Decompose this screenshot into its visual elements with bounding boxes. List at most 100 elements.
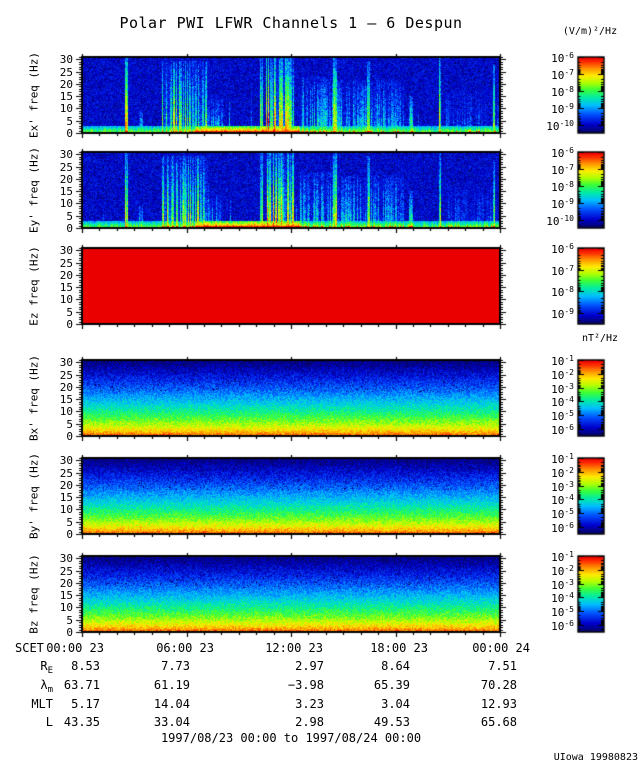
ex-colorbar-exponent: -7 <box>564 67 574 77</box>
ez-colorbar-tick-label: 10-6 <box>551 242 574 256</box>
ez-colorbar-exponent: -8 <box>564 285 574 295</box>
ephemeris-value: 8.64 <box>381 659 410 673</box>
ez-freq-tick-label: 10 <box>59 293 73 307</box>
ez-spectrogram-canvas <box>74 240 508 332</box>
ephemeris-value: 5.17 <box>71 697 100 711</box>
bx-colorbar-tick-label: 10-4 <box>551 395 574 410</box>
bz-freq-tick-label: 30 <box>59 552 73 566</box>
ey-colorbar-exponent: -10 <box>559 213 574 223</box>
ez-colorbar-exponent: -9 <box>564 307 574 317</box>
bx-colorbar-tick-label: 10-1 <box>551 354 574 368</box>
ex-freq-tick-label: 0 <box>66 127 73 140</box>
ex-freq-tick-label: 15 <box>59 90 73 104</box>
ez-y-axis-label: Ez freq (Hz) <box>27 246 41 326</box>
by-freq-tick-label: 15 <box>59 491 73 505</box>
ephemeris-row-label: L <box>45 715 53 729</box>
bx-freq-tick-label: 15 <box>59 393 73 407</box>
ex-freq-tick-label: 10 <box>59 102 73 116</box>
ey-spectrogram-canvas <box>74 144 508 236</box>
by-colorbar-canvas <box>571 451 611 541</box>
by-freq-tick-label: 30 <box>59 454 73 468</box>
ephemeris-value: 8.53 <box>71 659 100 673</box>
ez-freq-tick-label: 0 <box>66 318 73 331</box>
ey-colorbar-tick-label: 10-6 <box>551 146 574 160</box>
ey-freq-tick-label: 20 <box>59 172 73 186</box>
ez-freq-tick-label: 15 <box>59 281 73 295</box>
bx-colorbar-exponent: -4 <box>564 395 574 405</box>
bz-freq-tick-label: 25 <box>59 564 73 578</box>
ez-colorbar-tick-label: 10-8 <box>551 285 574 300</box>
bx-colorbar-exponent: -3 <box>564 381 574 391</box>
by-freq-tick-label: 0 <box>66 528 73 541</box>
ephemeris-value: 49.53 <box>373 715 410 729</box>
credit-label: UIowa 19980823 <box>553 752 638 763</box>
bx-colorbar-tick-label: 10-3 <box>551 381 574 396</box>
by-freq-tick-label: 5 <box>66 515 73 529</box>
ez-colorbar-exponent: -6 <box>564 242 574 251</box>
ex-colorbar-tick-label: 10-9 <box>551 101 574 116</box>
ey-y-axis-label: Ey' freq (Hz) <box>27 146 41 234</box>
ey-colorbar-exponent: -9 <box>564 196 574 206</box>
bz-y-axis-label: Bz freq (Hz) <box>27 554 41 634</box>
bx-colorbar-exponent: -5 <box>564 409 574 419</box>
ez-freq-tick-label: 25 <box>59 256 73 270</box>
by-colorbar-exponent: -3 <box>564 479 574 489</box>
bz-spectrogram-canvas <box>74 548 508 640</box>
ez-colorbar-exponent: -7 <box>564 263 574 273</box>
bz-colorbar-exponent: -1 <box>564 550 574 559</box>
bx-freq-tick-label: 0 <box>66 430 73 443</box>
ephemeris-value: 7.73 <box>161 659 190 673</box>
ey-colorbar-tick-label: 10-9 <box>551 196 574 211</box>
bx-colorbar-canvas <box>571 353 611 443</box>
bz-colorbar-tick-label: 10-3 <box>551 577 574 592</box>
ephemeris-value: −3.98 <box>287 678 324 692</box>
ephemeris-value: 14.04 <box>153 697 190 711</box>
time-tick-label: 00:00 23 <box>46 641 104 655</box>
by-colorbar-tick-label: 10-1 <box>551 452 574 466</box>
by-freq-tick-label: 20 <box>59 478 73 492</box>
ex-colorbar-exponent: -6 <box>564 51 574 60</box>
by-freq-tick-label: 10 <box>59 503 73 517</box>
by-colorbar-exponent: -2 <box>564 465 574 475</box>
bz-colorbar-canvas <box>571 549 611 639</box>
time-axis-label: SCET <box>15 641 44 655</box>
time-tick-label: 12:00 23 <box>265 641 323 655</box>
ex-colorbar-tick-label: 10-6 <box>551 51 574 65</box>
bz-freq-tick-label: 0 <box>66 626 73 639</box>
ephemeris-value: 3.04 <box>381 697 410 711</box>
ephemeris-row-label-subscript: m <box>47 685 53 695</box>
bx-colorbar-tick-label: 10-5 <box>551 409 574 424</box>
bx-freq-tick-label: 10 <box>59 405 73 419</box>
ez-colorbar-tick-label: 10-9 <box>551 307 574 322</box>
ey-freq-tick-label: 10 <box>59 197 73 211</box>
ephemeris-value: 2.97 <box>295 659 324 673</box>
ephemeris-value: 12.93 <box>480 697 517 711</box>
bx-colorbar-tick-label: 10-6 <box>551 423 574 438</box>
ez-freq-tick-label: 30 <box>59 244 73 258</box>
by-colorbar-exponent: -4 <box>564 493 574 503</box>
ex-freq-tick-label: 20 <box>59 77 73 91</box>
by-colorbar-tick-label: 10-3 <box>551 479 574 494</box>
by-colorbar-exponent: -5 <box>564 507 574 517</box>
bz-colorbar-exponent: -4 <box>564 591 574 601</box>
bz-colorbar-tick-label: 10-1 <box>551 550 574 564</box>
bz-colorbar-exponent: -3 <box>564 577 574 587</box>
bz-freq-tick-label: 15 <box>59 589 73 603</box>
ephemeris-value: 7.51 <box>488 659 517 673</box>
bx-y-axis-label: Bx' freq (Hz) <box>27 354 41 442</box>
ex-freq-tick-label: 25 <box>59 65 73 79</box>
bz-freq-tick-label: 10 <box>59 601 73 615</box>
ey-freq-tick-label: 30 <box>59 148 73 162</box>
ex-freq-tick-label: 30 <box>59 53 73 67</box>
bz-freq-tick-label: 20 <box>59 576 73 590</box>
ey-colorbar-canvas <box>571 145 611 235</box>
ephemeris-row-label: λm <box>40 678 53 695</box>
ex-colorbar-exponent: -10 <box>559 118 574 128</box>
ey-colorbar-tick-label: 10-8 <box>551 179 574 194</box>
ephemeris-row-label: MLT <box>31 697 53 711</box>
electric-units-label: (V/m)²/Hz <box>562 26 618 37</box>
by-spectrogram-canvas <box>74 450 508 542</box>
bx-colorbar-tick-label: 10-2 <box>551 367 574 382</box>
ey-freq-tick-label: 15 <box>59 185 73 199</box>
